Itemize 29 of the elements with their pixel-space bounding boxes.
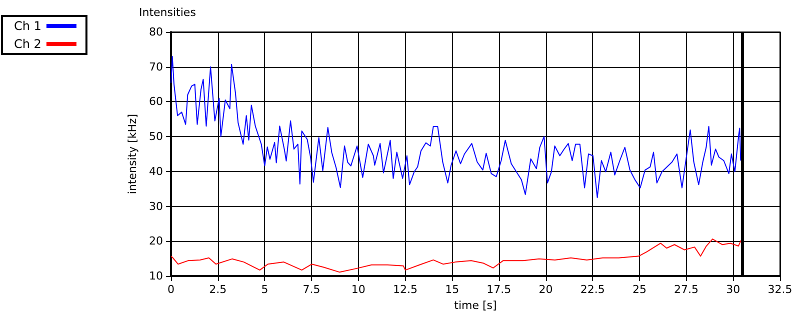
x-tick-label: 5	[261, 283, 268, 296]
y-axis-title: intensity [kHz]	[126, 114, 140, 194]
x-tick-label: 7.5	[302, 283, 320, 296]
y-tick-label: 60	[149, 95, 163, 108]
x-axis-title: time [s]	[454, 298, 497, 312]
y-tick-label: 40	[149, 164, 163, 178]
x-tick-label: 17.5	[486, 283, 512, 296]
legend-label: Ch 2	[14, 37, 42, 51]
x-tick-label: 0	[168, 283, 174, 296]
line-series	[170, 56, 742, 198]
x-tick-label: 22.5	[580, 283, 605, 296]
y-tick-label: 10	[149, 270, 163, 282]
x-tick-label: 25	[632, 283, 646, 296]
x-tick-label: 20	[538, 283, 553, 296]
y-tick-label: 80	[149, 26, 163, 38]
x-tick-label: 12.5	[392, 283, 418, 296]
x-tick-label: 2.5	[209, 283, 227, 296]
y-tick-label: 50	[149, 130, 163, 144]
x-tick-label: 30	[726, 283, 740, 296]
line-series	[170, 238, 742, 273]
x-tick-label: 10	[351, 283, 366, 296]
y-tick-label: 20	[149, 234, 163, 248]
chart-title: Intensities	[139, 6, 196, 19]
legend-label: Ch 1	[14, 19, 42, 33]
y-tick-label: 70	[149, 60, 163, 74]
x-tick-label: 15	[445, 283, 460, 296]
y-tick-label: 30	[149, 200, 163, 213]
x-tick-label: 27.5	[674, 283, 699, 296]
x-tick-label: 32.5	[768, 283, 792, 296]
